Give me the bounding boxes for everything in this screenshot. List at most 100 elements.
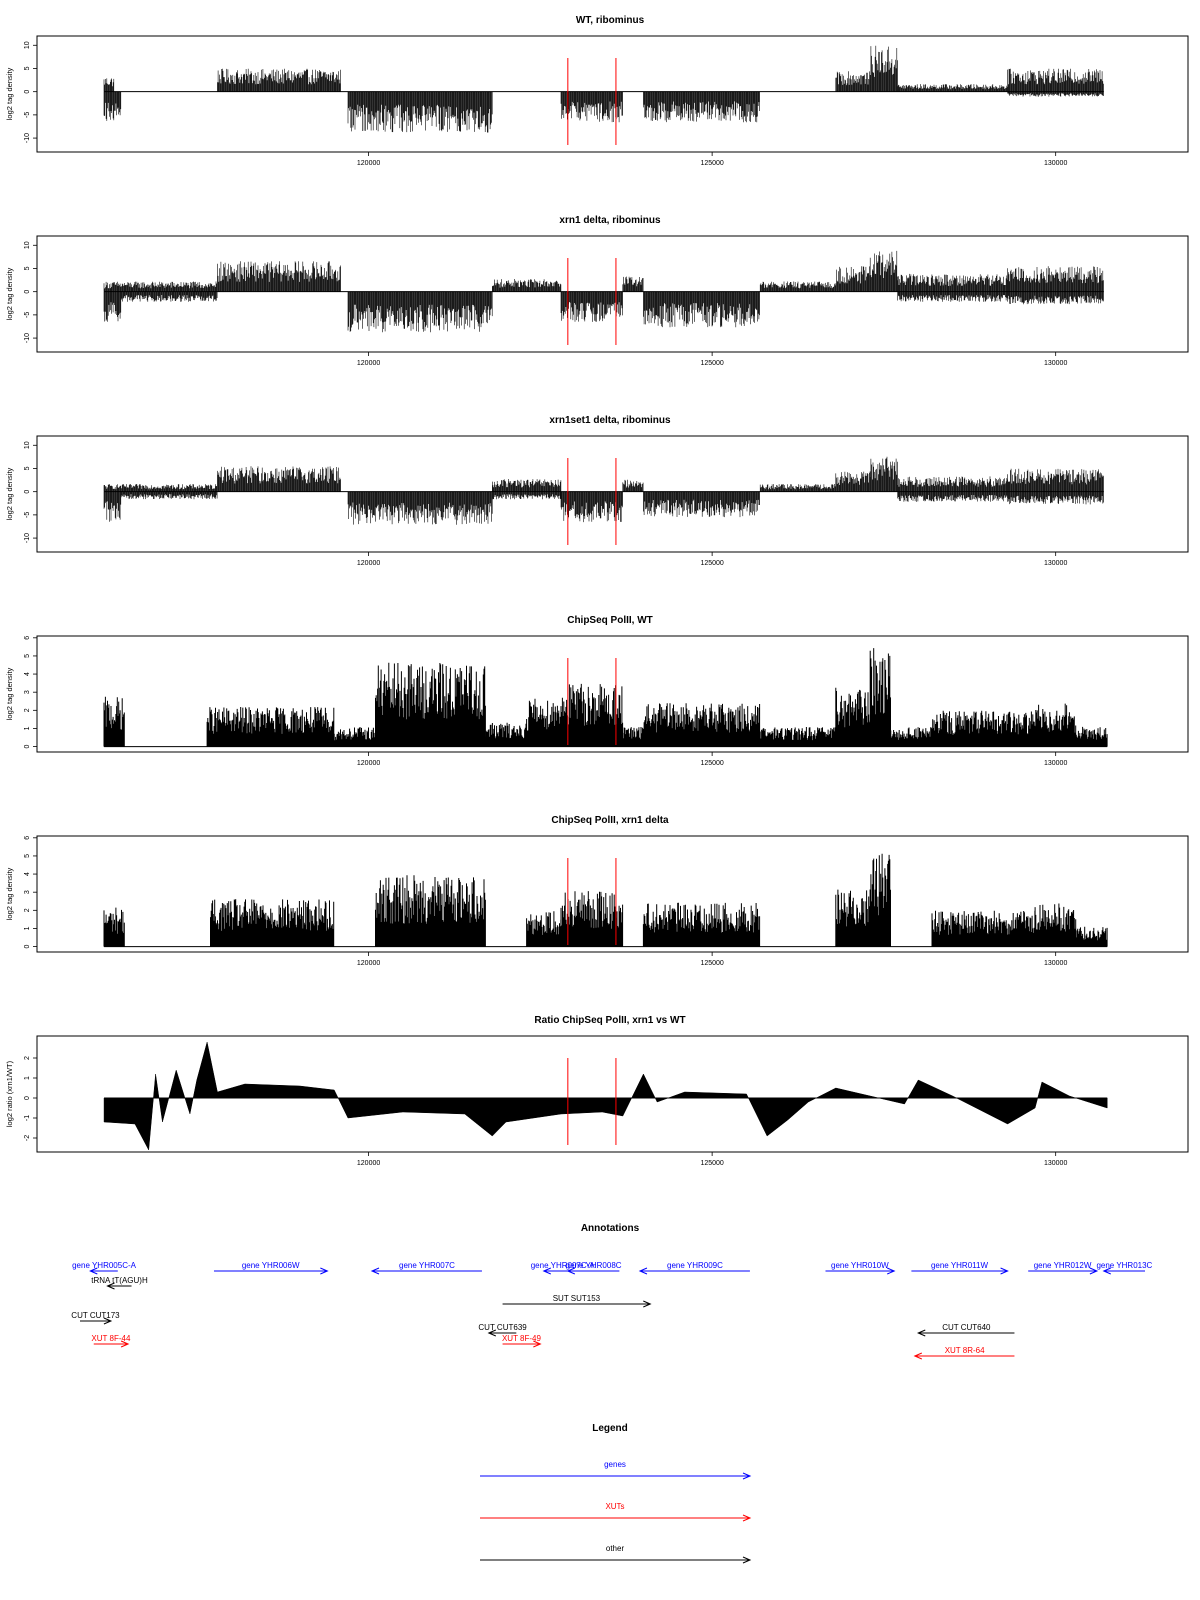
arrow-head [120,1340,130,1348]
signal-segment [643,491,760,518]
y-tick-label: 5 [24,466,31,470]
panel-title: ChipSeq PolII, WT [567,615,653,626]
y-tick-label: 0 [24,290,31,294]
signal-segment [1034,903,1077,947]
panel-chip-xrn1: ChipSeq PolII, xrn1 delta log2 tag densit… [5,815,1189,967]
signal-segment [103,907,125,947]
signal-segment [1007,68,1104,92]
region-markers [567,858,617,945]
annotation-gene: gene YHR011W [911,1261,1009,1275]
signal-segment [103,91,122,121]
panel-title: ChipSeq PolII, xrn1 delta [551,815,669,826]
legend-item-other: other [480,1544,752,1564]
signal-segment [484,722,527,747]
signal-segment [560,891,624,947]
y-tick-label: 2 [24,908,31,912]
annotation-label: gene YHR007C-A [531,1261,596,1270]
panel-title: xrn1set1 delta, ribominus [549,415,671,426]
annotation-gene: gene YHR009C [638,1261,750,1275]
signal-segment [103,78,115,92]
legend: Legend genes XUTs other [480,1423,752,1564]
annotation-gene: gene YHR013C [1096,1261,1153,1275]
annotation-label: gene YHR010W [831,1261,889,1270]
y-tick-label: 10 [24,441,31,449]
annotation-gene: gene YHR006W [213,1261,329,1275]
signal-segment [560,683,624,747]
signal-segment [103,291,122,322]
region-markers [567,58,617,145]
y-tick-label: 10 [24,241,31,249]
x-tick-label: 130000 [1044,160,1067,167]
y-tick-label: 10 [24,41,31,49]
x-tick-label: 125000 [700,560,723,567]
y-tick-label: 5 [24,854,31,858]
signal-segment [1007,468,1104,492]
signal-segment [835,266,871,292]
panel-title: WT, ribominus [576,15,645,26]
plot-frame [36,1035,1189,1153]
annotation-label: gene YHR008C [566,1261,622,1270]
annotation-label: CUT CUT639 [478,1323,527,1332]
arrow-head [370,1267,380,1275]
signal-segment [869,45,898,92]
y-axis-label: log2 tag density [5,267,14,320]
annotation-label: gene YHR011W [931,1261,989,1270]
signal-segment [869,853,891,947]
region-markers [567,458,617,545]
y-axis-label: log2 tag density [5,867,14,920]
y-tick-label: 0 [24,490,31,494]
panel-title: Ratio ChipSeq PolII, xrn1 vs WT [534,1015,685,1026]
y-tick-label: -5 [24,312,31,318]
signal-segment [347,91,493,133]
signal-segment [897,291,1008,302]
y-tick-label: 5 [24,266,31,270]
y-tick-label: 4 [24,672,31,676]
signal-segment [1075,726,1108,747]
annotation-xut: XUT 8R-64 [913,1346,1015,1360]
signal-segment [526,911,562,947]
annotation-label: gene YHR013C [1096,1261,1152,1270]
annotation-label: gene YHR005C-A [72,1261,137,1270]
annotation-features: gene YHR005C-A gene YHR006W gene YHR007C ge… [71,1261,1153,1360]
arrow-head [742,1472,752,1480]
x-tick-label: 130000 [1044,360,1067,367]
data-track [103,648,1108,748]
y-axis: -10 -5 0 5 10 [24,441,37,543]
arrow-head [89,1267,98,1275]
annotation-label: gene YHR007C [399,1261,455,1270]
annotation-label: CUT CUT173 [71,1311,120,1320]
arrow-head [1000,1267,1009,1275]
y-tick-label: 0 [24,945,31,949]
annotation-xut: XUT 8F-49 [502,1334,542,1348]
annotation-label: XUT 8F-44 [91,1334,131,1343]
annotation-label: XUT 8F-49 [502,1334,542,1343]
plot-frame [36,235,1189,353]
signal-segment [643,291,760,328]
annotation-gene: gene YHR012W [1028,1261,1099,1275]
data-track [103,853,1108,948]
annotation-label: tRNA tT(AGU)H [91,1276,148,1285]
signal-segment [526,698,562,747]
signal-segment [835,471,871,492]
annotation-label: gene YHR009C [667,1261,723,1270]
x-tick-label: 130000 [1044,760,1067,767]
signal-segments [103,250,1104,333]
annotation-label: gene YHR006W [242,1261,300,1270]
signal-segment [206,707,335,747]
arrow-head [1102,1267,1111,1275]
x-axis: 120000 125000 130000 [357,152,1067,167]
signal-segment [1007,291,1104,305]
signal-segment [120,291,218,302]
x-tick-label: 125000 [700,960,723,967]
signal-segment [869,648,891,747]
panel-xrn1: xrn1 delta, ribominus log2 tag density -10… [5,215,1189,367]
signal-segments [103,45,1104,133]
signal-segment [120,491,218,500]
arrow-head [913,1352,923,1360]
y-tick-label: 5 [24,66,31,70]
signal-segment [375,662,486,747]
annotation-gene: gene YHR007C [370,1261,482,1275]
signal-segment [375,875,486,947]
signal-segment [492,479,562,492]
arrow-head [566,1267,576,1275]
